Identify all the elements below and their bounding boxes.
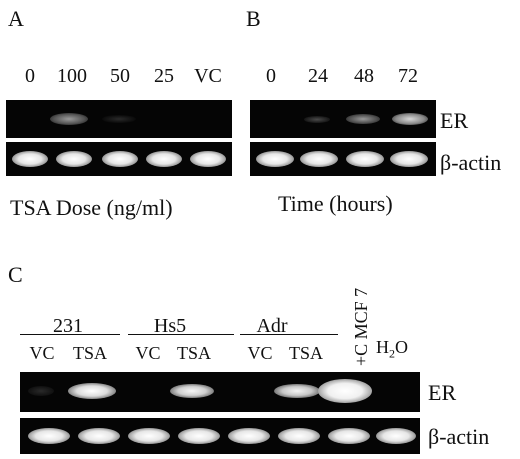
panel-c-lane-label: TSA <box>288 343 323 363</box>
water-subscript: 2 <box>389 346 395 361</box>
panel-a-actin-band <box>102 151 138 167</box>
panel-c-group-label: Adr <box>256 315 288 337</box>
panel-c-lane-label: TSA <box>176 343 211 363</box>
panel-a-lane-label: 50 <box>110 65 130 87</box>
panel-c-er-band-231-vc <box>28 386 54 396</box>
panel-c-actin-band <box>78 428 120 444</box>
panel-c-water-label: H2O <box>376 338 408 360</box>
panel-c-er-band-hs5-tsa <box>170 384 214 398</box>
panel-c-group-label: Hs5 <box>153 315 187 337</box>
panel-b-er-gel <box>250 100 436 138</box>
panel-b-actin-band <box>390 151 428 167</box>
panel-b-er-band-48 <box>346 114 380 124</box>
panel-a-lane-label: 0 <box>25 65 35 87</box>
panel-a-er-band-50 <box>102 115 136 123</box>
panel-b-er-band-24 <box>304 116 330 123</box>
panel-c-lane-label: VC <box>29 343 55 363</box>
panel-b-axis-label: Time (hours) <box>278 191 393 216</box>
panel-a-actin-band <box>12 151 48 167</box>
panel-c-actin-band <box>128 428 170 444</box>
panel-c-group-underline <box>20 334 120 335</box>
panel-b-lane-label: 0 <box>266 65 276 87</box>
water-h: H <box>376 337 389 357</box>
panel-c-actin-band <box>228 428 270 444</box>
panel-c-actin-band <box>28 428 70 444</box>
panel-c-actin-band <box>376 428 416 444</box>
panel-c-lane-label: TSA <box>72 343 107 363</box>
panel-c-letter: C <box>8 262 23 287</box>
panel-c-actin-band <box>178 428 220 444</box>
panel-a-lane-label: VC <box>194 65 222 87</box>
panel-a-lane-label: 100 <box>57 65 87 87</box>
panel-a-lane-label: 25 <box>154 65 174 87</box>
panel-a-er-band-100 <box>50 113 88 125</box>
panel-a-axis-label: TSA Dose (ng/ml) <box>10 195 173 220</box>
panel-c-actin-gel <box>20 418 420 454</box>
panel-c-er-band-231-tsa <box>68 383 116 399</box>
er-label-top: ER <box>440 108 469 133</box>
panel-c-group-underline <box>128 334 234 335</box>
panel-b-actin-gel <box>250 142 436 176</box>
panel-b-letter: B <box>246 6 261 31</box>
panel-b-er-band-72 <box>392 113 428 125</box>
panel-b-actin-band <box>256 151 294 167</box>
panel-c-actin-band <box>328 428 370 444</box>
panel-b-actin-band <box>300 151 338 167</box>
panel-c-group-underline <box>240 334 338 335</box>
panel-c-positive-control-label: +C MCF 7 <box>351 287 371 366</box>
panel-b-lane-label: 24 <box>308 65 328 87</box>
panel-c-lane-label: VC <box>135 343 161 363</box>
panel-c-er-band-positive-control <box>318 379 372 403</box>
panel-a-actin-band <box>190 151 226 167</box>
panel-a-actin-gel <box>6 142 232 176</box>
panel-b-lane-label: 48 <box>354 65 374 87</box>
actin-label-bottom: β-actin <box>428 424 490 449</box>
panel-b-actin-band <box>346 151 384 167</box>
water-o: O <box>395 337 408 357</box>
panel-a-actin-band <box>56 151 92 167</box>
panel-a-actin-band <box>146 151 182 167</box>
panel-a-er-gel <box>6 100 232 138</box>
actin-label-top: β-actin <box>440 150 502 175</box>
panel-c-er-band-adr-tsa <box>274 384 320 398</box>
panel-c-lane-label: VC <box>247 343 273 363</box>
panel-c-group-label: 231 <box>53 315 83 337</box>
panel-b-lane-label: 72 <box>398 65 418 87</box>
er-label-bottom: ER <box>428 380 457 405</box>
panel-a-letter: A <box>8 6 24 31</box>
panel-c-actin-band <box>278 428 320 444</box>
panel-c-er-gel <box>20 372 420 412</box>
